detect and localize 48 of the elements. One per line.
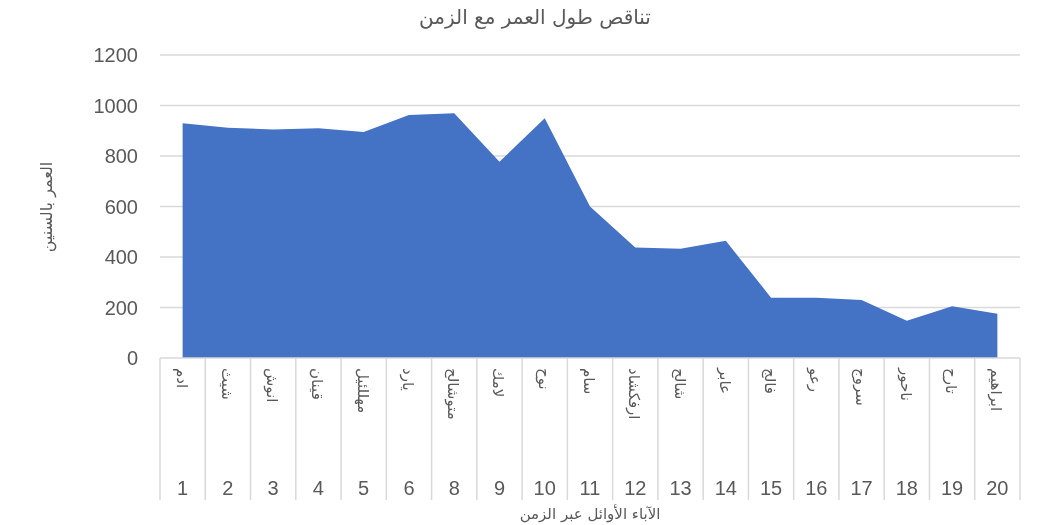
text: يارد (398, 368, 417, 391)
x-tick-label: 4 (312, 477, 324, 499)
x-tick-label: 6 (403, 477, 415, 499)
y-tick-label: 0 (126, 347, 138, 369)
x-tick-label: 1 (177, 477, 189, 499)
x-tick-label: 17 (850, 477, 873, 499)
x-tick-label: 14 (714, 477, 737, 499)
x-tick-label: 8 (448, 477, 460, 499)
text: قينان (308, 368, 327, 400)
text: فالج (761, 368, 780, 394)
text: مهللئيل (353, 368, 372, 414)
text: عابر (715, 367, 734, 394)
y-tick-label: 1200 (93, 44, 138, 66)
x-tick-label: 11 (579, 477, 601, 499)
x-tick-label: 5 (358, 477, 370, 499)
x-tick-label: 10 (533, 477, 556, 499)
text: رعو (806, 367, 825, 392)
x-tick-label: 20 (986, 477, 1009, 499)
x-tick-label: 9 (493, 477, 506, 499)
x-axis-title: الآباء الأوائل عبر الزمن (519, 504, 661, 523)
x-tick-label: 2 (222, 477, 234, 499)
y-tick-label: 400 (104, 246, 138, 268)
text: شالح (670, 368, 689, 400)
y-tick-label: 800 (104, 145, 138, 167)
text: ارفكشاد (625, 368, 644, 420)
x-tick-label: 12 (624, 477, 647, 499)
x-tick-label: 18 (895, 477, 918, 499)
text: سام (580, 368, 598, 395)
x-tick-label: 19 (940, 477, 964, 499)
text: ادم (172, 368, 191, 389)
x-tick-label: 16 (805, 477, 828, 499)
text: نوح (534, 368, 553, 390)
y-tick-label: 200 (104, 296, 138, 319)
y-tick-label: 1000 (93, 94, 138, 117)
x-tick-label: 13 (669, 477, 692, 499)
text: ناحور (896, 367, 915, 402)
chart-title: تناقص طول العمر مع الزمن (419, 5, 651, 29)
text: شيث (217, 368, 236, 400)
text: ابراهيم (987, 368, 1006, 412)
text: متوشالح (444, 368, 463, 420)
x-tick-label: 15 (759, 477, 783, 499)
y-axis-title: العمر بالسنين (37, 161, 57, 253)
text: انوش (263, 368, 282, 403)
y-tick-label: 600 (104, 195, 138, 218)
text: سروج (850, 368, 870, 406)
x-tick-label: 3 (267, 477, 279, 499)
text: تارح (942, 368, 961, 394)
text: لامك (489, 368, 508, 398)
